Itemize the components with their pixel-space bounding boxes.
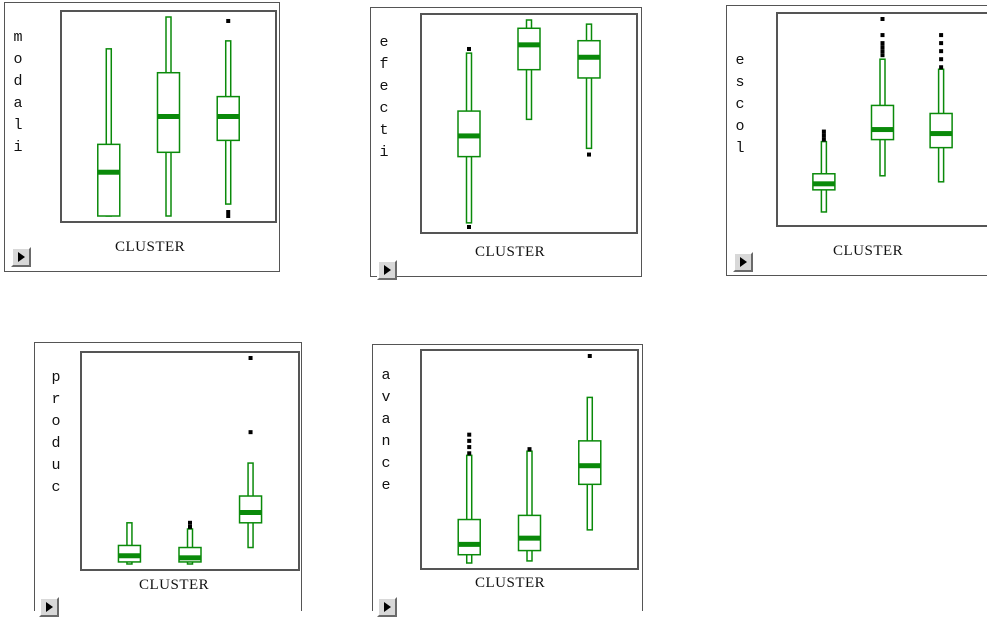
outlier-point [880,45,885,50]
x-axis-label: CLUSTER [139,577,210,593]
box [578,440,602,486]
median-line [239,510,262,515]
median-line [118,553,141,559]
outlier-point [226,18,231,23]
box [517,27,541,71]
plot-frame [80,351,300,571]
x-axis-label: CLUSTER [833,243,904,259]
outlier-point [248,430,253,435]
x-axis-label: CLUSTER [475,575,546,591]
y-axis-label: m o d a l i [13,29,23,156]
median-line [578,463,601,469]
outlier-point [880,49,885,54]
outlier-point [880,41,885,46]
median-line [97,169,120,175]
boxplot-plot [776,12,987,227]
boxplot-panel-produc: p r o d u c CLUSTER [34,342,302,617]
median-line [217,114,240,119]
whisker [186,528,194,565]
outlier-point [880,33,885,38]
outlier-point [527,447,532,452]
outlier-point [188,520,192,525]
median-line [157,114,180,119]
outlier-point [248,356,253,360]
outlier-point [467,432,472,437]
box [457,518,481,556]
box [929,112,953,149]
outlier-point [821,129,826,134]
y-axis-label: e f e c t i [379,34,389,161]
median-line [518,535,541,541]
x-axis-label: CLUSTER [475,244,546,260]
outlier-point [821,137,826,142]
outlier-point [880,53,885,58]
outlier-point [939,57,944,62]
median-line [518,42,540,48]
plot-frame [420,349,639,570]
box [238,495,263,524]
outlier-point [467,438,472,443]
outlier-point [880,17,885,21]
x-axis-label: CLUSTER [115,239,186,255]
box [517,514,542,552]
outlier-point [939,41,944,46]
outlier-point [939,33,944,38]
boxplot-panel-efecti: e f e c t i CLUSTER [370,7,642,280]
outlier-point [939,65,944,70]
play-button-icon[interactable] [733,252,753,272]
median-line [930,131,953,137]
play-button-icon[interactable] [11,247,31,267]
whisker [465,454,473,564]
whisker [526,450,533,562]
boxplot-plot [420,349,639,570]
median-line [179,555,201,561]
median-line [871,127,894,133]
plot-frame [420,13,638,234]
box [156,71,181,154]
box [870,104,895,141]
outlier-point [467,46,471,51]
whisker [585,23,593,150]
boxplot-panel-escol: e s c o l CLUSTER [726,5,987,276]
outlier-point [587,354,592,358]
outlier-point [226,210,231,215]
median-line [812,181,835,187]
median-line [458,541,481,547]
outlier-point [188,524,192,529]
boxplot-plot [420,13,638,234]
y-axis-label: a v a n c e [381,367,391,494]
plot-frame [776,12,987,227]
boxplot-panel-modali: m o d a l i CLUSTER [4,2,280,272]
box [97,143,121,217]
play-button-icon[interactable] [39,597,59,617]
boxplot-plot [80,351,300,571]
boxplot-plot [60,10,277,223]
whisker [126,522,133,565]
outlier-point [821,133,826,138]
outlier-point [226,214,231,218]
play-button-icon[interactable] [377,597,397,617]
outlier-point [467,225,471,229]
y-axis-label: p r o d u c [51,369,61,496]
boxplot-panel-avance: a v a n c e CLUSTER [372,344,643,617]
outlier-point [587,152,591,157]
outlier-point [467,451,472,456]
y-axis-label: e s c o l [735,52,745,157]
median-line [458,133,480,139]
outlier-point [467,445,472,450]
play-button-icon[interactable] [377,260,397,280]
plot-frame [60,10,277,223]
outlier-point [939,49,944,54]
median-line [578,54,600,60]
